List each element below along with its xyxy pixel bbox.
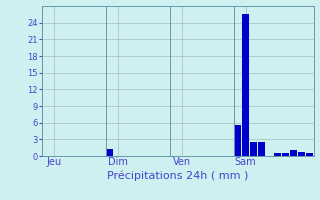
X-axis label: Précipitations 24h ( mm ): Précipitations 24h ( mm ) [107,170,248,181]
Bar [106,149,113,156]
Bar [282,153,289,156]
Bar [250,142,257,156]
Bar [274,153,281,156]
Bar [298,152,305,156]
Bar [234,125,241,156]
Bar [258,142,265,156]
Bar [242,14,249,156]
Bar [290,150,297,156]
Bar [306,153,313,156]
